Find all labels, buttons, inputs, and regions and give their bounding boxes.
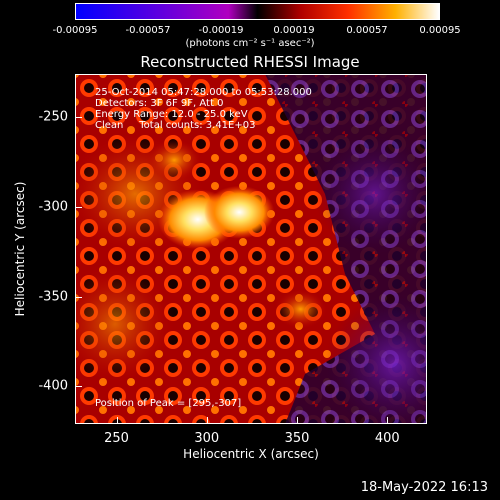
x-tick-label: 350 — [284, 431, 310, 446]
emission-source-1 — [204, 185, 275, 239]
x-tick-mark — [206, 417, 208, 424]
y-tick-label: -250 — [38, 109, 68, 125]
colorbar-tick-label: 0.00095 — [419, 25, 461, 36]
y-tick-mark — [75, 117, 82, 119]
detectors-text: Detectors: 3F 6F 9F, Att 0 — [95, 98, 224, 109]
y-tick-mark — [75, 206, 82, 208]
colorbar-tick-label: 0.00057 — [346, 25, 388, 36]
x-tick-label: 300 — [194, 431, 220, 446]
chart-title: Reconstructed RHESSI Image — [140, 53, 360, 71]
energy-range-text: Energy Range: 12.0 - 25.0 keV — [95, 109, 248, 120]
y-axis-label: Heliocentric Y (arcsec) — [13, 181, 27, 317]
y-tick-mark — [75, 386, 82, 388]
x-axis-label: Heliocentric X (arcsec) — [183, 447, 319, 461]
x-tick-label: 400 — [374, 431, 400, 446]
x-tick-mark — [297, 417, 299, 424]
plot-frame — [75, 74, 427, 424]
y-tick-mark — [75, 296, 82, 298]
heatmap-image — [75, 74, 427, 424]
colorbar — [75, 3, 440, 20]
source-marks — [146, 139, 327, 329]
colorbar-tick-label: -0.00095 — [52, 25, 98, 36]
clean-counts-text: Clean Total counts: 3.41E+03 — [95, 120, 256, 131]
emission-source-3 — [274, 289, 327, 329]
x-tick-mark — [387, 417, 389, 424]
y-tick-label: -350 — [38, 289, 68, 305]
colorbar-unit-label: (photons cm⁻² s⁻¹ asec⁻²) — [185, 38, 315, 49]
y-tick-label: -300 — [38, 199, 68, 215]
colorbar-tick-label: -0.00019 — [198, 25, 244, 36]
colorbar-tick-label: 0.00019 — [273, 25, 315, 36]
time-range-text: 25-Oct-2014 05:47:28.000 to 05:53:28.000 — [95, 87, 312, 98]
y-tick-label: -400 — [38, 378, 68, 394]
peak-position-text: Position of Peak = [295,-307] — [95, 398, 242, 409]
colorbar-tick-label: -0.00057 — [125, 25, 171, 36]
emission-source-2 — [146, 139, 202, 181]
x-tick-mark — [116, 417, 118, 424]
x-tick-label: 250 — [104, 431, 129, 446]
footer-date: 18-May-2022 16:13 — [360, 480, 488, 495]
